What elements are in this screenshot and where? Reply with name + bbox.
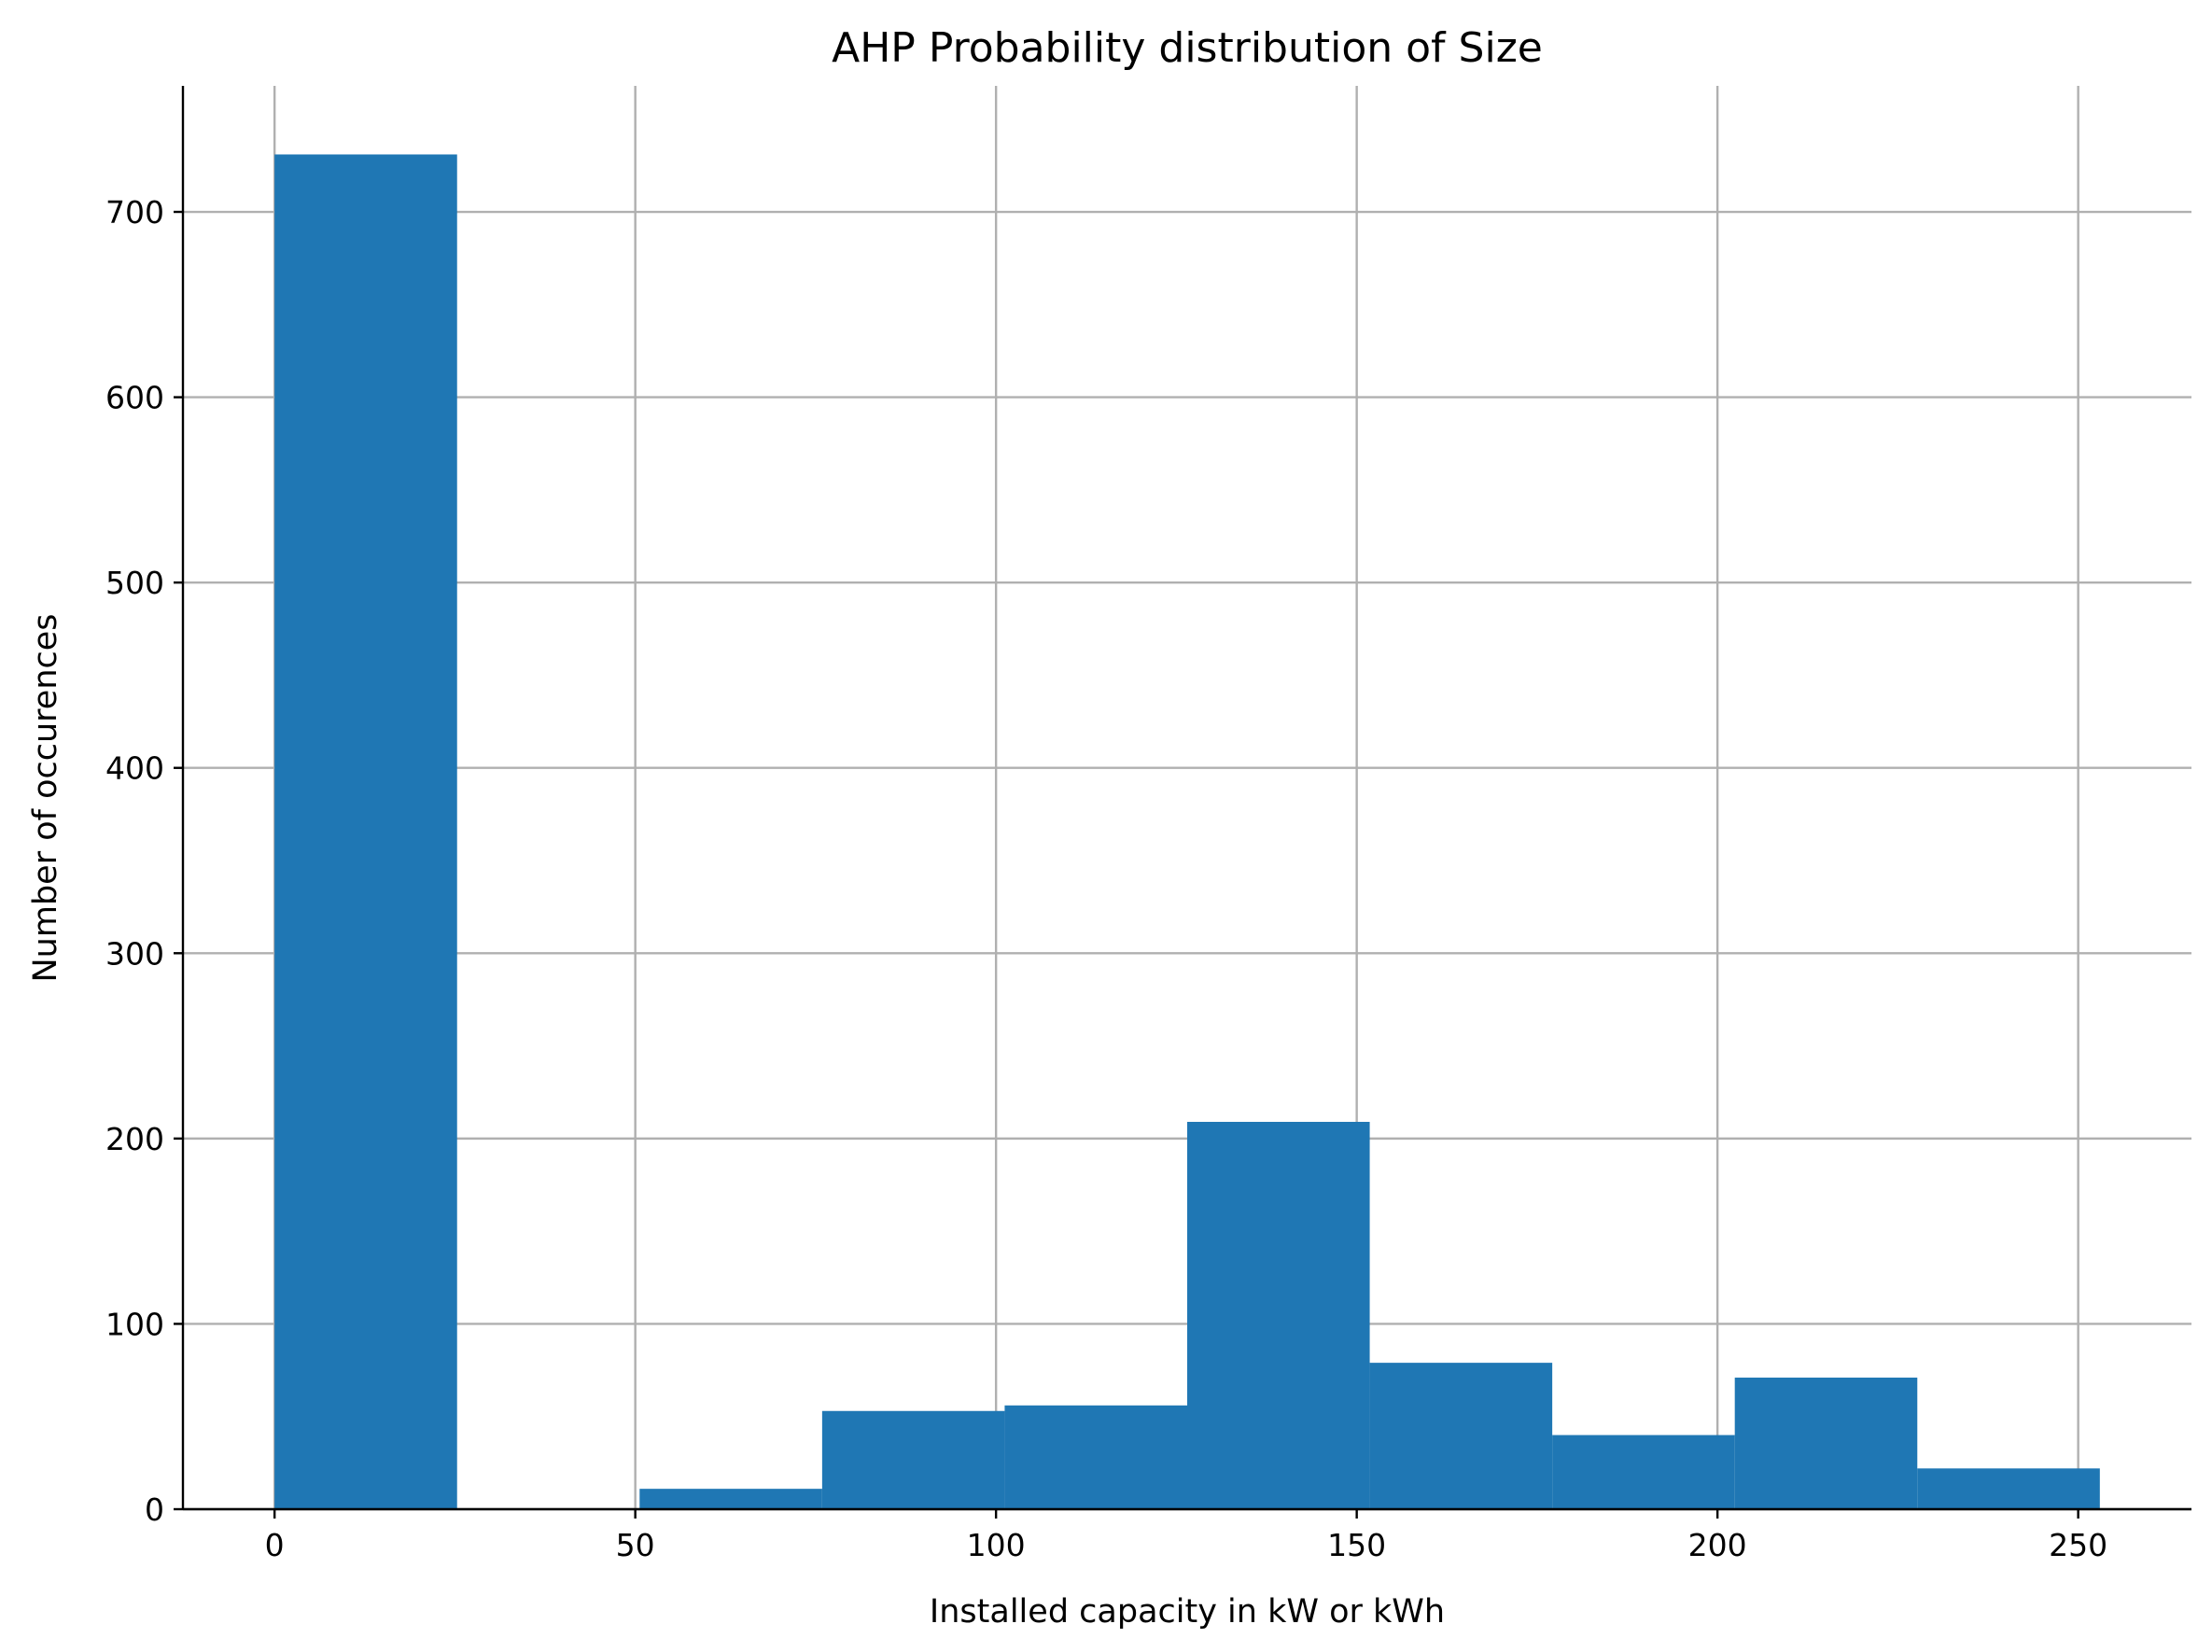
histogram-bar [1187, 1121, 1370, 1509]
y-tick-label: 700 [105, 194, 164, 231]
histogram-bar [639, 1489, 822, 1509]
histogram-bar [821, 1410, 1005, 1509]
histogram-bar [1369, 1363, 1553, 1509]
y-tick-label: 100 [105, 1306, 164, 1342]
x-tick-label: 50 [616, 1527, 655, 1563]
y-tick-label: 200 [105, 1121, 164, 1157]
x-tick-label: 250 [2049, 1527, 2107, 1563]
x-axis-ticks: 0 50 100 150 200 250 [265, 1509, 2107, 1563]
y-tick-label: 0 [145, 1491, 164, 1528]
x-tick-label: 200 [1688, 1527, 1747, 1563]
y-tick-label: 400 [105, 750, 164, 787]
grid-lines [183, 86, 2191, 1511]
histogram-bar [1552, 1435, 1735, 1509]
y-axis-label: Number of occurences [27, 613, 64, 982]
histogram-bar [1917, 1468, 2100, 1509]
x-tick-label: 100 [967, 1527, 1026, 1563]
chart-title: AHP Probability distribution of Size [832, 24, 1543, 72]
x-tick-label: 0 [265, 1527, 285, 1563]
axes [181, 86, 2191, 1511]
histogram-bars [274, 154, 2100, 1509]
x-tick-label: 150 [1327, 1527, 1386, 1563]
y-tick-label: 300 [105, 935, 164, 972]
y-tick-label: 500 [105, 565, 164, 601]
x-axis-label: Installed capacity in kW or kWh [930, 1593, 1445, 1631]
histogram-bar [274, 154, 457, 1509]
y-tick-label: 600 [105, 380, 164, 416]
histogram-bar [1734, 1378, 1918, 1509]
y-axis-ticks: 0 100 200 300 400 500 600 700 [105, 194, 183, 1528]
histogram-bar [1004, 1405, 1187, 1509]
